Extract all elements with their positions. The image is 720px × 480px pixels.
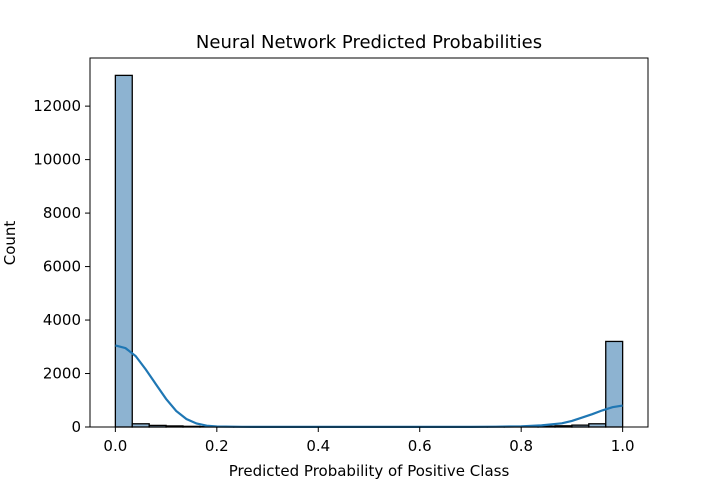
x-tick-label: 1.0 <box>611 437 635 455</box>
y-axis: 0 2000 4000 6000 8000 10000 12000 <box>33 97 90 436</box>
y-tick-label: 10000 <box>33 151 81 169</box>
y-tick-label: 12000 <box>33 97 81 115</box>
histogram-bar <box>605 340 624 428</box>
x-tick-label: 0.8 <box>509 437 533 455</box>
histogram-bar <box>114 74 133 428</box>
y-axis-label: Count <box>1 221 19 266</box>
chart-title: Neural Network Predicted Probabilities <box>196 32 542 53</box>
bars-group <box>114 74 624 428</box>
y-tick-label: 2000 <box>43 365 81 383</box>
x-tick-label: 0.4 <box>306 437 330 455</box>
y-tick-label: 8000 <box>43 204 81 222</box>
x-tick-label: 0.6 <box>408 437 432 455</box>
y-tick-label: 6000 <box>43 258 81 276</box>
x-axis: 0.0 0.2 0.4 0.6 0.8 1.0 <box>103 427 635 455</box>
kde-curve <box>115 344 623 428</box>
x-tick-label: 0.0 <box>103 437 127 455</box>
y-tick-label: 4000 <box>43 311 81 329</box>
plot-frame <box>89 57 649 428</box>
x-axis-label: Predicted Probability of Positive Class <box>229 462 510 480</box>
y-tick-label: 0 <box>71 418 81 436</box>
x-tick-label: 0.2 <box>205 437 229 455</box>
